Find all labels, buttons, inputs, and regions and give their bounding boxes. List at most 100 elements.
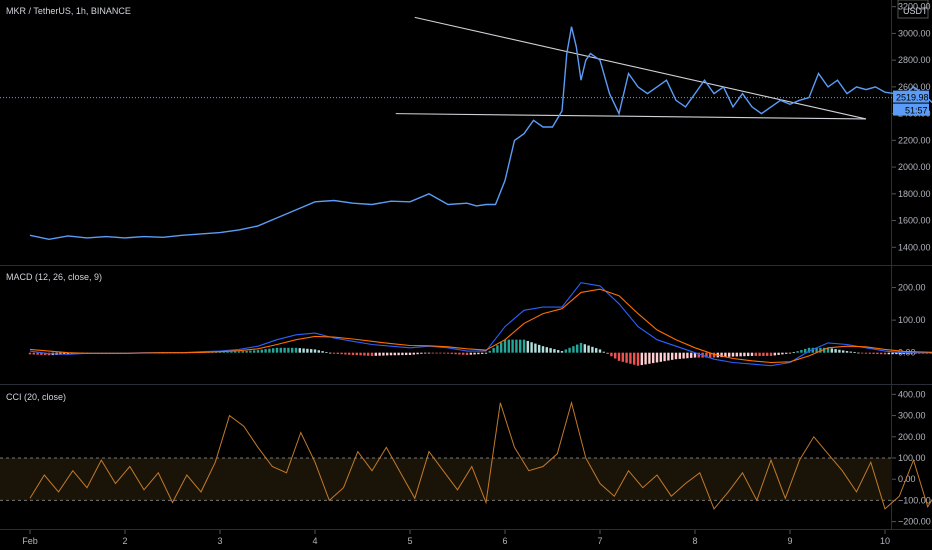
macd-histogram-bar: [351, 352, 355, 355]
macd-histogram-bar: [834, 349, 837, 353]
macd-histogram-bar: [697, 352, 700, 358]
macd-histogram-bar: [412, 352, 415, 355]
macd-histogram-bar: [796, 351, 799, 353]
macd-histogram-bar: [728, 352, 731, 357]
macd-histogram-bar: [374, 352, 377, 356]
macd-histogram-bar: [549, 348, 552, 353]
macd-histogram-bar: [302, 348, 305, 353]
macd-histogram-bar: [849, 351, 852, 353]
macd-histogram-bar: [66, 352, 70, 355]
cci-axis-tick-label: −100.00: [898, 495, 931, 505]
macd-histogram-bar: [636, 352, 640, 366]
macd-histogram-bar: [310, 349, 313, 353]
currency-badge[interactable]: USDT: [903, 6, 928, 16]
price-axis-tick-label: 3000.00: [898, 28, 931, 38]
macd-pane-title: MACD (12, 26, close, 9): [6, 272, 102, 282]
macd-histogram-bar: [690, 352, 693, 358]
macd-histogram-bar: [234, 351, 237, 353]
trendline-2[interactable]: [395, 113, 867, 120]
macd-histogram-bar: [712, 352, 716, 358]
macd-histogram-bar: [488, 350, 491, 353]
cci-axis-tick-label: 200.00: [898, 432, 926, 442]
macd-histogram-bar: [861, 352, 864, 354]
macd-histogram-bar: [731, 352, 735, 357]
macd-histogram-bar: [355, 352, 358, 356]
macd-histogram-bar: [405, 352, 408, 356]
macd-histogram-bar: [842, 350, 845, 353]
macd-histogram-bar: [766, 352, 769, 356]
macd-histogram-bar: [317, 350, 320, 353]
macd-histogram-bar: [659, 352, 662, 362]
macd-histogram-bar: [781, 352, 784, 355]
macd-histogram-bar: [621, 352, 624, 362]
macd-histogram-bar: [591, 346, 594, 353]
price-axis-tick-label: 1400.00: [898, 242, 931, 252]
macd-histogram-bar: [754, 352, 757, 356]
macd-histogram-bar: [792, 352, 795, 354]
macd-histogram-bar: [44, 352, 47, 356]
macd-histogram-bar: [420, 352, 423, 354]
macd-histogram-bar: [785, 352, 788, 354]
price-pane-title: MKR / TetherUS, 1h, BINANCE: [6, 6, 131, 16]
macd-axis-tick-label: 200.00: [898, 283, 926, 293]
macd-histogram-bar: [595, 348, 598, 353]
macd-histogram-bar: [465, 352, 469, 355]
macd-histogram-bar: [876, 352, 879, 355]
macd-histogram-bar: [906, 352, 909, 354]
macd-histogram-bar: [579, 342, 583, 353]
cci-axis-tick-label: −200.00: [898, 517, 931, 527]
macd-histogram-bar: [868, 352, 871, 354]
macd-histogram-bar: [275, 347, 279, 353]
macd-histogram-bar: [237, 351, 241, 353]
macd-histogram-bar: [28, 352, 32, 355]
macd-histogram-bar: [473, 352, 476, 355]
macd-histogram-bar: [367, 352, 370, 356]
cci-axis-tick-label: 400.00: [898, 389, 926, 399]
macd-histogram-bar: [633, 352, 636, 365]
macd-histogram-bar: [230, 351, 233, 353]
macd-histogram-bar: [674, 352, 678, 360]
cci-axis-tick-label: 100.00: [898, 453, 926, 463]
macd-histogram-bar: [306, 348, 309, 353]
macd-histogram-bar: [857, 352, 860, 354]
macd-histogram-bar: [492, 348, 495, 353]
macd-axis-tick-label: 100.00: [898, 315, 926, 325]
macd-histogram-bar: [887, 352, 890, 355]
macd-histogram-bar: [40, 352, 43, 355]
macd-histogram-bar: [424, 352, 427, 354]
macd-histogram-bar: [735, 352, 738, 357]
macd-histogram-bar: [458, 352, 461, 355]
macd-histogram-bar: [823, 347, 826, 353]
macd-histogram-bar: [686, 352, 689, 359]
macd-histogram-bar: [895, 352, 898, 355]
macd-histogram-bar: [545, 347, 548, 353]
price-axis-tick-label: 1600.00: [898, 216, 931, 226]
macd-histogram-bar: [32, 352, 35, 355]
macd-histogram-bar: [902, 352, 906, 354]
macd-histogram-bar: [758, 352, 761, 356]
macd-histogram-bar: [845, 351, 849, 353]
macd-histogram-bar: [693, 352, 697, 358]
trendline-1[interactable]: [414, 16, 867, 120]
macd-histogram-bar: [378, 352, 381, 356]
macd-histogram-bar: [598, 349, 602, 353]
macd-histogram-bar: [435, 352, 438, 354]
macd-histogram-bar: [363, 352, 366, 356]
macd-histogram-bar: [332, 352, 336, 354]
macd-histogram-bar: [526, 340, 529, 353]
macd-histogram-bar: [260, 349, 263, 353]
macd-histogram-bar: [477, 352, 480, 355]
macd-histogram-bar: [743, 352, 746, 357]
macd-histogram-bar: [264, 349, 267, 353]
macd-histogram-bar: [853, 352, 856, 353]
macd-histogram-bar: [272, 348, 275, 353]
signal-series-line: [29, 288, 932, 364]
macd-histogram-bar: [268, 348, 271, 353]
macd-histogram-bar: [826, 347, 830, 353]
macd-histogram-bar: [750, 352, 754, 356]
macd-histogram-bar: [218, 352, 222, 353]
macd-histogram-bar: [36, 352, 39, 355]
macd-histogram-bar: [553, 349, 556, 353]
macd-histogram-bar: [222, 351, 225, 353]
